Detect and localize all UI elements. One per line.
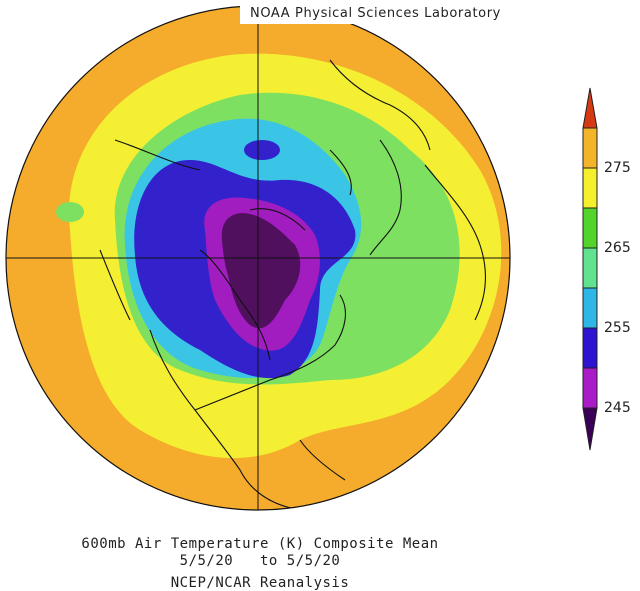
colorbar-band bbox=[582, 207, 598, 249]
dataset-name: NCEP/NCAR Reanalysis bbox=[170, 575, 350, 591]
colorbar bbox=[582, 87, 598, 451]
colorbar-bottom-arrow bbox=[582, 407, 598, 451]
field-yellow-blob bbox=[472, 386, 508, 414]
map-title: 600mb Air Temperature (K) Composite Mean bbox=[81, 536, 439, 552]
colorbar-tick-label: 245 bbox=[604, 400, 631, 416]
field-green-blob bbox=[56, 202, 84, 222]
field-blue-blob bbox=[244, 140, 280, 160]
colorbar-band bbox=[582, 247, 598, 289]
colorbar-top-arrow bbox=[582, 87, 598, 129]
colorbar-band bbox=[582, 167, 598, 209]
date-range: 5/5/20 to 5/5/20 bbox=[179, 553, 341, 569]
field-purple bbox=[221, 213, 301, 329]
lab-header: NOAA Physical Sciences Laboratory bbox=[240, 4, 508, 24]
colorbar-band bbox=[582, 127, 598, 169]
colorbar-tick-label: 265 bbox=[604, 240, 631, 256]
colorbar-tick-label: 255 bbox=[604, 320, 631, 336]
colorbar-band bbox=[582, 327, 598, 369]
colorbar-tick-label: 275 bbox=[604, 160, 631, 176]
colorbar-band bbox=[582, 367, 598, 409]
coastlines bbox=[99, 59, 486, 510]
map-field bbox=[6, 6, 510, 510]
colorbar-band bbox=[582, 287, 598, 329]
